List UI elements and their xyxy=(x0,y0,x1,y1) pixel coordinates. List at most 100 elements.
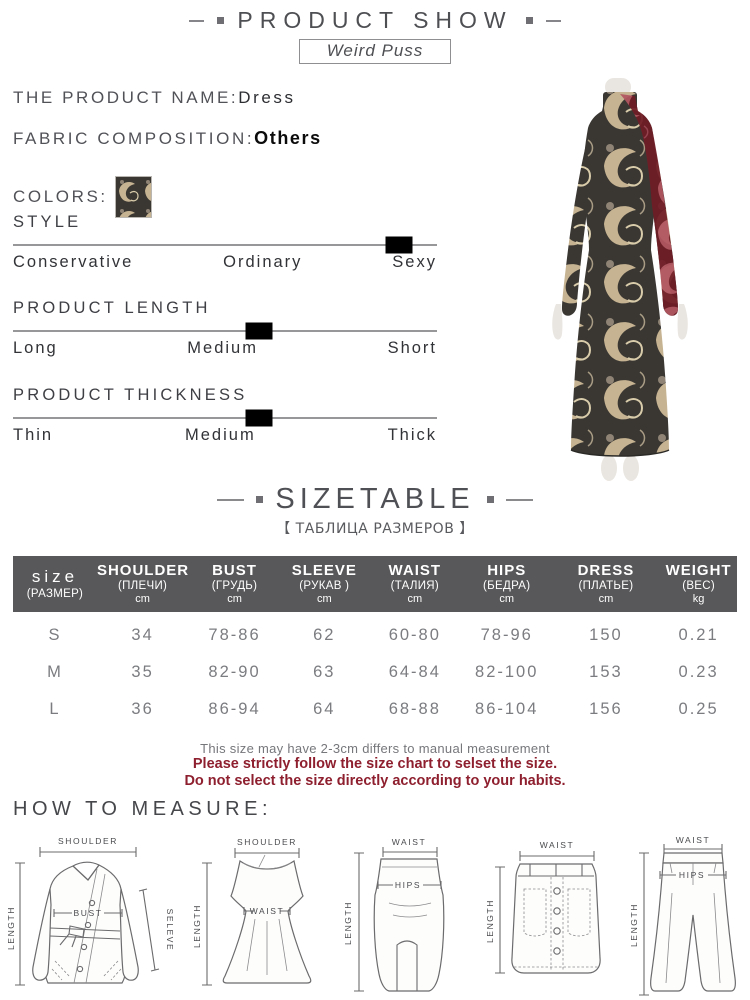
page-title: PRODUCT SHOW xyxy=(237,7,513,33)
col-dress: DRESS (ПЛАТЬЕ) cm xyxy=(551,556,661,612)
thickness-option-thin: Thin xyxy=(13,426,54,444)
mannequin-right-foot xyxy=(623,455,639,481)
jacket-sleeve-label: SELEVE xyxy=(165,909,175,952)
pencil-skirt-length-label: LENGTH xyxy=(345,901,353,945)
length-option-long: Long xyxy=(13,339,58,357)
dress-length-label: LENGTH xyxy=(192,904,202,948)
attribute-length-marker xyxy=(245,322,273,340)
cell: 82-100 xyxy=(475,663,539,681)
attribute-thickness-track xyxy=(13,409,437,427)
color-swatch xyxy=(114,176,152,218)
dress-waist-label: WAIST xyxy=(250,906,285,916)
col-waist: WAIST (ТАЛИЯ) cm xyxy=(367,556,462,612)
attribute-style: STYLE Conservative Ordinary Sexy xyxy=(13,213,437,272)
style-option-sexy: Sexy xyxy=(392,253,437,271)
size-table: size (РАЗМЕР) SHOULDER (ПЛЕЧИ) cm BUST (ГРУД… xyxy=(13,556,737,728)
cell: S xyxy=(48,626,62,644)
pants-waist-label: WAIST xyxy=(676,835,711,845)
attribute-thickness: PRODUCT THICKNESS Thin Medium Thick xyxy=(13,386,437,445)
table-row-s: S 34 78-86 62 60-80 78-96 150 0.21 xyxy=(13,612,737,654)
mannequin-left-hand xyxy=(552,304,563,340)
length-option-short: Short xyxy=(387,339,437,357)
length-option-medium: Medium xyxy=(187,339,258,357)
cell: 63 xyxy=(313,663,336,681)
brand-badge: Weird Puss xyxy=(298,39,452,64)
jacket-shoulder-label: SHOULDER xyxy=(58,836,118,846)
attribute-style-title: STYLE xyxy=(13,213,82,231)
sizetable-title: SIZETABLE xyxy=(275,483,475,515)
cell: 36 xyxy=(131,700,154,718)
pants-length-label: LENGTH xyxy=(630,903,639,947)
pencil-skirt-hips-label: HIPS xyxy=(395,880,421,890)
fabric-value: Others xyxy=(254,128,322,148)
product-name-line: THE PRODUCT NAME:Dress xyxy=(13,88,461,108)
col-weight: WEIGHT (ВЕС) kg xyxy=(660,556,737,612)
deco-line-left xyxy=(217,498,245,501)
dress-body xyxy=(571,96,669,456)
jacket-bust-label: BUST xyxy=(73,908,102,918)
attribute-length-title: PRODUCT LENGTH xyxy=(13,299,211,317)
cell: 34 xyxy=(131,626,154,644)
how-to-measure-title: HOW TO MEASURE: xyxy=(13,798,273,820)
cell: 153 xyxy=(589,663,623,681)
cell: 0.23 xyxy=(678,663,719,681)
pencil-skirt-waist-label: WAIST xyxy=(392,837,427,847)
sizetable-subtitle: 【 ТАБЛИЦА РАЗМЕРОВ 】 xyxy=(276,521,474,537)
mini-skirt-length-label: LENGTH xyxy=(485,899,495,943)
pants-hips-label: HIPS xyxy=(679,870,705,880)
product-name-value: Dress xyxy=(238,88,296,107)
note-follow-chart: Please strictly follow the size chart to… xyxy=(192,756,558,772)
measure-jacket-drawing: SHOULDER LENGTH BUST SELEVE xyxy=(6,836,175,986)
attribute-thickness-title: PRODUCT THICKNESS xyxy=(13,386,248,404)
cell: 68-88 xyxy=(388,700,441,718)
deco-square-right xyxy=(525,17,533,24)
size-table-header-row: size (РАЗМЕР) SHOULDER (ПЛЕЧИ) cm BUST (ГРУД… xyxy=(13,556,737,612)
colors-label: COLORS: xyxy=(13,187,108,206)
cell: 78-86 xyxy=(208,626,261,644)
cell: 82-90 xyxy=(208,663,261,681)
note-measurement: This size may have 2-3cm differs to manu… xyxy=(200,741,550,756)
cell: 62 xyxy=(313,626,336,644)
cell: L xyxy=(49,700,61,718)
mannequin-neck xyxy=(605,78,631,96)
fabric-label: FABRIC COMPOSITION: xyxy=(13,129,255,148)
attribute-style-track xyxy=(13,236,437,254)
product-photo xyxy=(492,78,748,482)
deco-square-left xyxy=(217,17,225,24)
cell: 150 xyxy=(589,626,623,644)
dress-red-print xyxy=(620,94,678,316)
attribute-length: PRODUCT LENGTH Long Medium Short xyxy=(13,299,437,358)
cell: M xyxy=(47,663,63,681)
product-info: THE PRODUCT NAME:Dress FABRIC COMPOSITIO… xyxy=(13,88,461,238)
cell: 156 xyxy=(589,700,623,718)
mini-skirt-waist-label: WAIST xyxy=(540,840,575,850)
sizetable-heading: SIZETABLE 【 ТАБЛИЦА РАЗМЕРОВ 】 xyxy=(0,483,750,538)
dress-hem-line xyxy=(570,449,670,457)
table-row-m: M 35 82-90 63 64-84 82-100 153 0.23 xyxy=(13,654,737,691)
cell: 35 xyxy=(131,663,154,681)
deco-square-left2 xyxy=(256,496,264,503)
cell: 86-94 xyxy=(208,700,261,718)
cell: 60-80 xyxy=(388,626,441,644)
cell: 0.25 xyxy=(678,700,719,718)
deco-dash-right xyxy=(545,19,561,22)
jacket-length-label: LENGTH xyxy=(6,906,16,950)
col-bust: BUST (ГРУДЬ) cm xyxy=(188,556,281,612)
dress-photo-illustration xyxy=(552,78,688,481)
col-sleeve: SLEEVE (РУКАВ ) cm xyxy=(280,556,368,612)
fabric-line: FABRIC COMPOSITION:Others xyxy=(13,128,461,149)
attribute-style-marker xyxy=(385,236,413,254)
measure-pencil-skirt-drawing: LENGTH WAIST HIPS xyxy=(345,837,445,992)
cell: 78-96 xyxy=(480,626,533,644)
mannequin-left-foot xyxy=(601,455,617,481)
attribute-length-track xyxy=(13,322,437,340)
note-habits: Do not select the size directly accordin… xyxy=(184,772,566,789)
thickness-option-medium: Medium xyxy=(185,426,256,444)
measure-pants-drawing: WAIST LENGTH HIPS xyxy=(630,835,736,996)
measure-mini-skirt-drawing: WAIST LENGTH xyxy=(485,840,601,974)
deco-square-right2 xyxy=(486,496,494,503)
cell: 64 xyxy=(313,700,336,718)
product-name-label: THE PRODUCT NAME: xyxy=(13,88,239,107)
page-header: PRODUCT SHOW Weird Puss xyxy=(0,7,750,64)
dress-shoulder-label: SHOULDER xyxy=(237,837,297,847)
